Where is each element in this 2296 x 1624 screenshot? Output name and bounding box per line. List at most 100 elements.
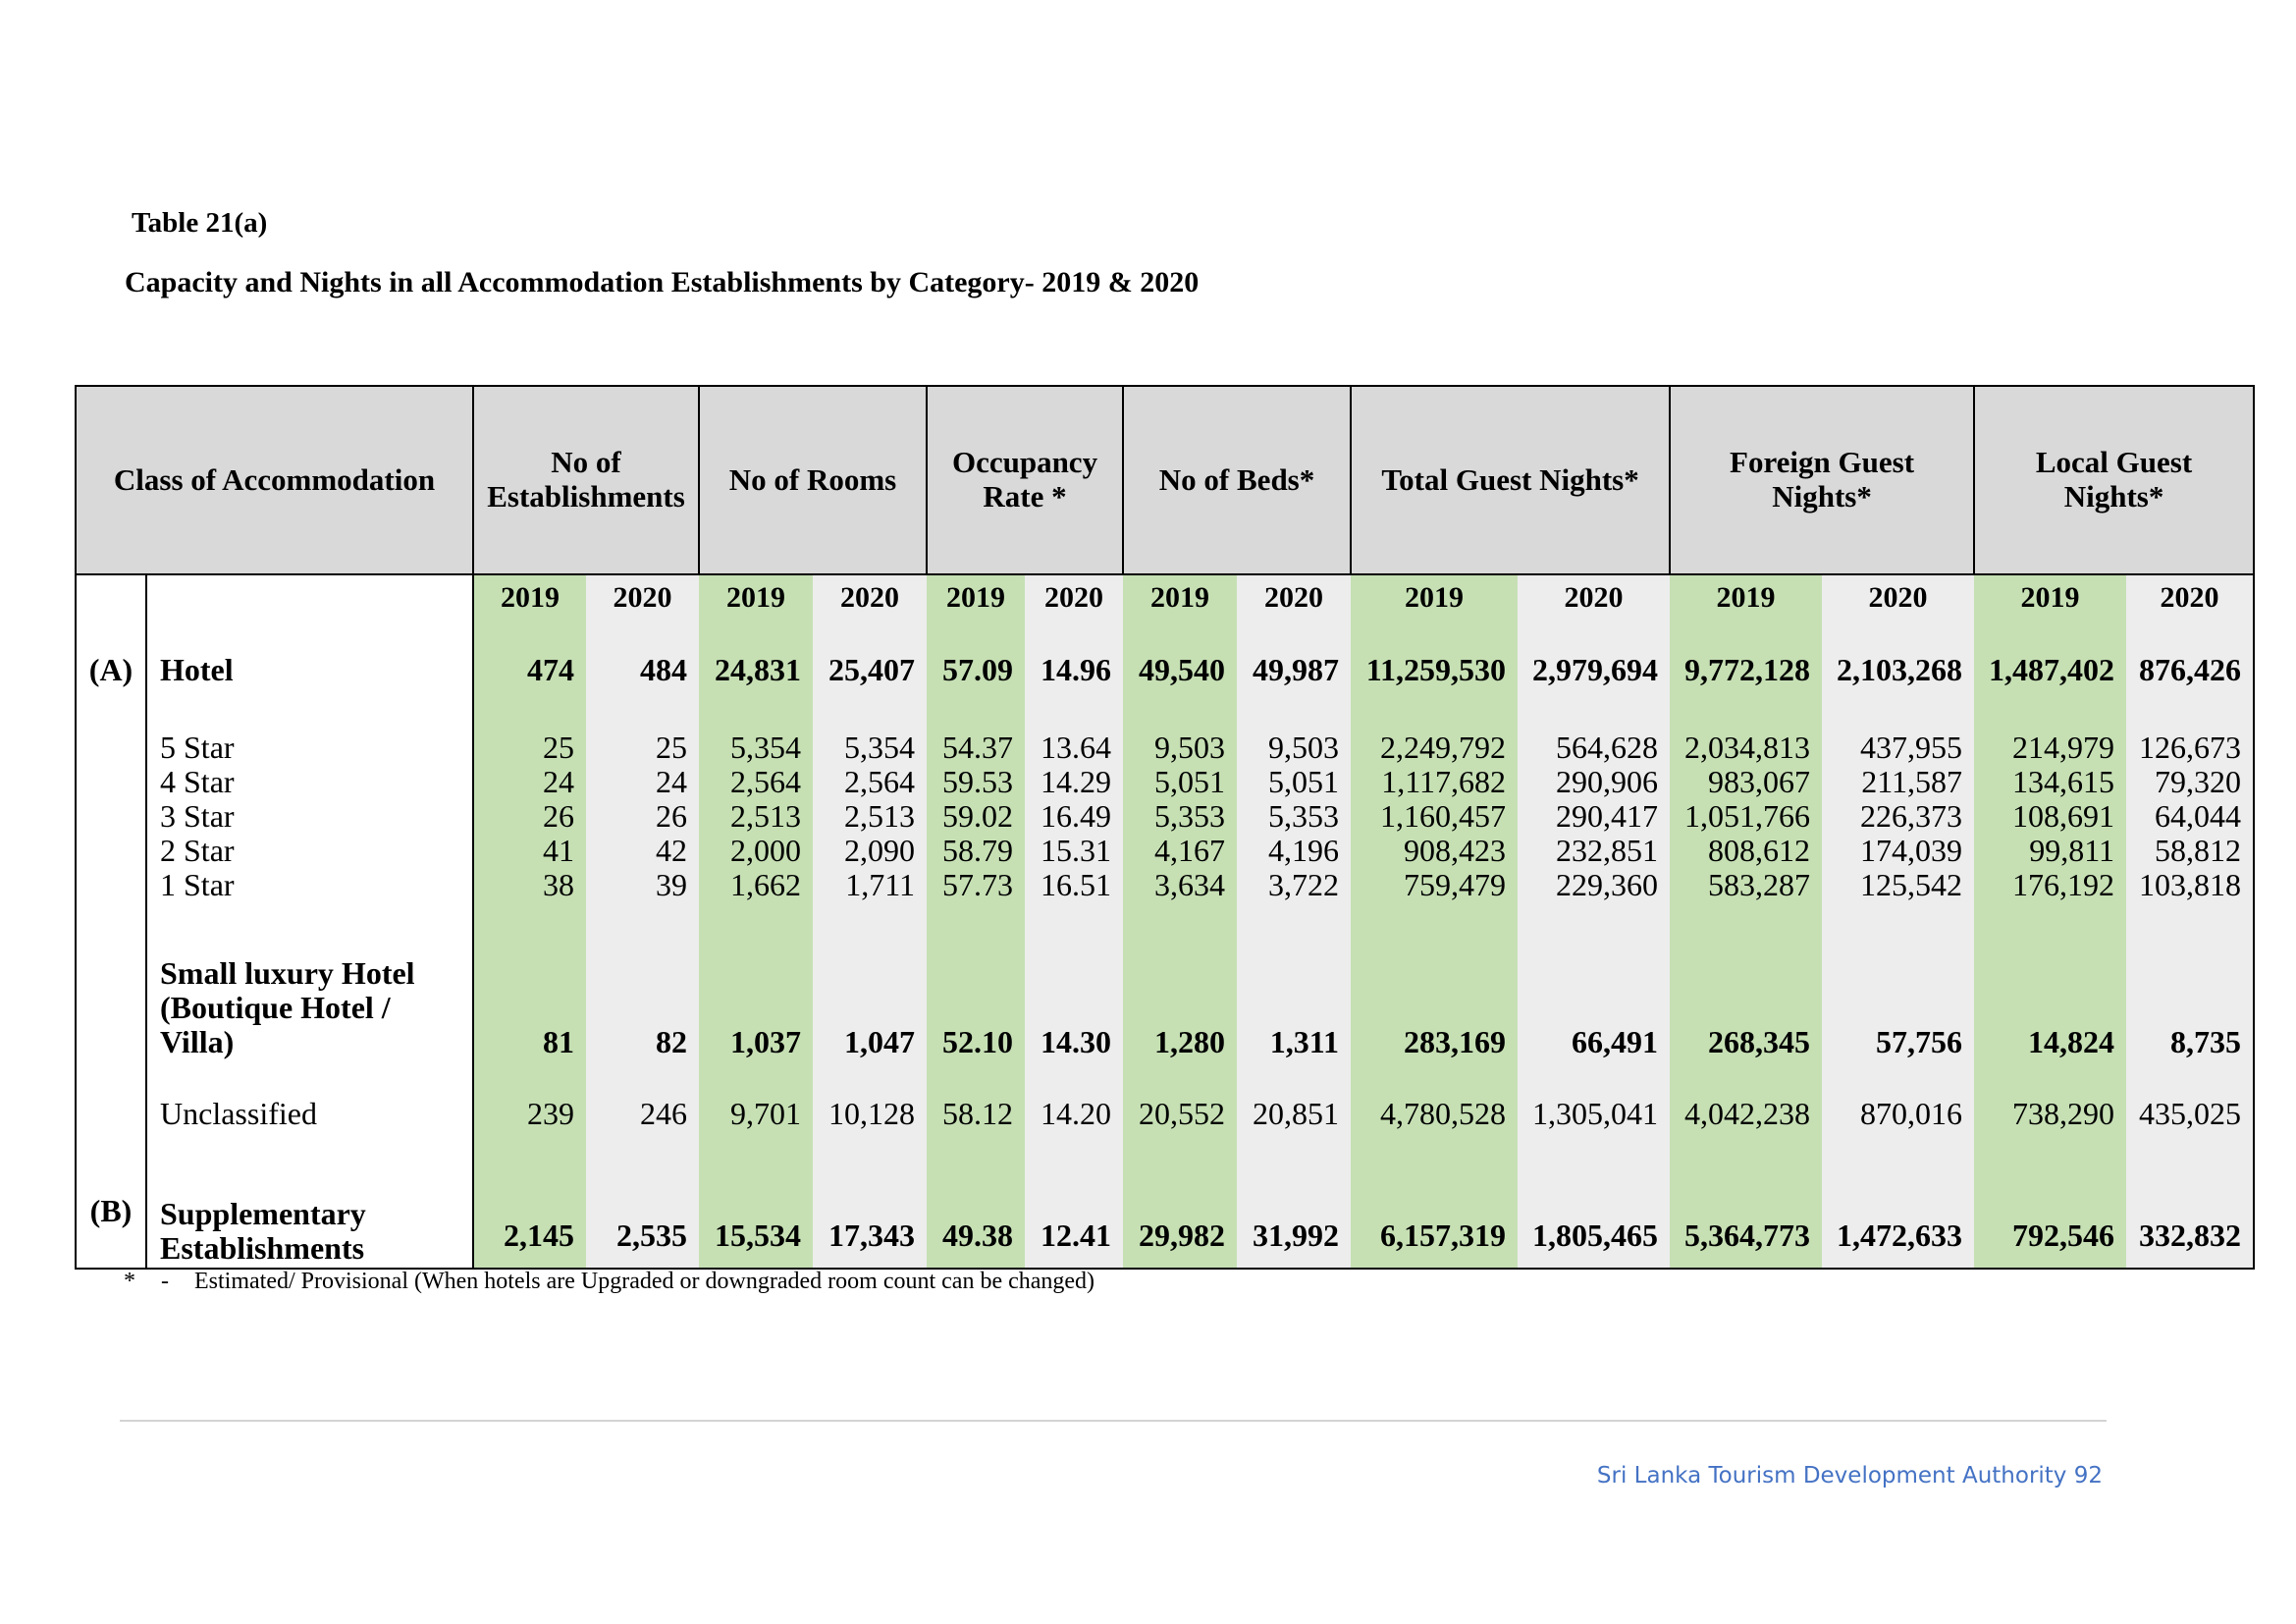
value-cell: 437,955 xyxy=(1822,731,1975,765)
table-title: Capacity and Nights in all Accommodation… xyxy=(125,266,1200,298)
value-cell: 108,691 xyxy=(1974,799,2127,834)
value-cell: 1,487,402 xyxy=(1974,630,2127,709)
value-cell: 81 xyxy=(472,902,586,1063)
spacer-cell xyxy=(1518,709,1671,731)
header-local-guest-nights: Local Guest Nights* xyxy=(1973,385,2256,575)
value-cell: 246 xyxy=(586,1063,700,1134)
footer-text: Sri Lanka Tourism Development Authority … xyxy=(1596,1463,2103,1489)
value-cell: 3,722 xyxy=(1237,868,1352,902)
value-cell: 15,534 xyxy=(699,1134,814,1269)
accommodation-table: Class of Accommodation No of Establishme… xyxy=(75,385,2256,1270)
row-small-luxury-hotel: Small luxury Hotel (Boutique Hotel / Villa… xyxy=(76,902,2255,1063)
year-header-cell: 2019 xyxy=(699,574,814,630)
row-category-name: Unclassified xyxy=(146,1063,473,1134)
value-cell: 49,540 xyxy=(1123,630,1238,709)
spacer-cell xyxy=(586,709,700,731)
value-cell: 2,564 xyxy=(813,765,928,799)
value-cell: 1,805,465 xyxy=(1518,1134,1671,1269)
value-cell: 14.29 xyxy=(1025,765,1124,799)
spacer-cell xyxy=(1670,709,1823,731)
value-cell: 1,662 xyxy=(699,868,814,902)
value-cell: 435,025 xyxy=(2126,1063,2255,1134)
row-letter xyxy=(76,1063,147,1134)
value-cell: 9,772,128 xyxy=(1670,630,1823,709)
value-cell: 5,353 xyxy=(1237,799,1352,834)
value-cell: 39 xyxy=(586,868,700,902)
header-class-of-accommodation: Class of Accommodation xyxy=(75,385,474,575)
row-letter xyxy=(76,902,147,1063)
table-number: Table 21(a) xyxy=(132,207,268,239)
header-establishments-line1: No of xyxy=(551,445,621,480)
value-cell: 332,832 xyxy=(2126,1134,2255,1269)
row-category-name: 2 Star xyxy=(146,834,473,868)
value-cell: 126,673 xyxy=(2126,731,2255,765)
row-letter: (B) xyxy=(76,1134,147,1269)
row-category-name: 3 Star xyxy=(146,799,473,834)
row-letter xyxy=(76,765,147,799)
value-cell: 57.73 xyxy=(927,868,1026,902)
category-name-line: 3 Star xyxy=(160,798,235,834)
value-cell: 79,320 xyxy=(2126,765,2255,799)
value-cell: 125,542 xyxy=(1822,868,1975,902)
year-header-cell: 2020 xyxy=(2126,574,2255,630)
value-cell: 26 xyxy=(472,799,586,834)
value-cell: 214,979 xyxy=(1974,731,2127,765)
footnote-text: Estimated/ Provisional (When hotels are … xyxy=(194,1269,1095,1294)
value-cell: 2,103,268 xyxy=(1822,630,1975,709)
category-name-line: Supplementary xyxy=(160,1196,366,1231)
value-cell: 583,287 xyxy=(1670,868,1823,902)
value-cell: 1,037 xyxy=(699,902,814,1063)
value-cell: 4,042,238 xyxy=(1670,1063,1823,1134)
value-cell: 1,311 xyxy=(1237,902,1352,1063)
value-cell: 17,343 xyxy=(813,1134,928,1269)
category-name-line: 2 Star xyxy=(160,833,235,868)
spacer-cell xyxy=(927,709,1026,731)
header-occupancy: Occupancy Rate * xyxy=(926,385,1125,575)
value-cell: 64,044 xyxy=(2126,799,2255,834)
spacer-cell xyxy=(1351,709,1519,731)
year-header-cell: 2019 xyxy=(1123,574,1238,630)
value-cell: 58,812 xyxy=(2126,834,2255,868)
value-cell: 66,491 xyxy=(1518,902,1671,1063)
category-name-line: Villa) xyxy=(160,1024,235,1059)
value-cell: 1,047 xyxy=(813,902,928,1063)
year-header-cell: 2020 xyxy=(1518,574,1671,630)
value-cell: 57.09 xyxy=(927,630,1026,709)
header-establishments: No of Establishments xyxy=(471,385,701,575)
value-cell: 2,564 xyxy=(699,765,814,799)
spacer-cell xyxy=(699,709,814,731)
value-cell: 14.96 xyxy=(1025,630,1124,709)
value-cell: 870,016 xyxy=(1822,1063,1975,1134)
category-name-line: 1 Star xyxy=(160,867,235,902)
row-letter xyxy=(76,834,147,868)
header-local-line1: Local Guest xyxy=(2035,445,2193,480)
name-column-cell xyxy=(146,574,473,630)
row-letter: (A) xyxy=(76,630,147,709)
value-cell: 2,513 xyxy=(813,799,928,834)
row-category-name: 4 Star xyxy=(146,765,473,799)
value-cell: 14,824 xyxy=(1974,902,2127,1063)
value-cell: 9,503 xyxy=(1237,731,1352,765)
value-cell: 14.20 xyxy=(1025,1063,1124,1134)
value-cell: 25 xyxy=(472,731,586,765)
value-cell: 57,756 xyxy=(1822,902,1975,1063)
footer-divider xyxy=(120,1420,2107,1422)
value-cell: 174,039 xyxy=(1822,834,1975,868)
spacer-row xyxy=(76,709,2255,731)
value-cell: 5,354 xyxy=(699,731,814,765)
value-cell: 10,128 xyxy=(813,1063,928,1134)
spacer-cell xyxy=(1974,709,2127,731)
value-cell: 59.53 xyxy=(927,765,1026,799)
value-cell: 1,160,457 xyxy=(1351,799,1519,834)
spacer-cell xyxy=(813,709,928,731)
footnote-dash: - xyxy=(161,1269,169,1294)
row-hotel: (A) Hotel 474 484 24,831 25,407 57.09 14.96 49,5… xyxy=(76,630,2255,709)
value-cell: 58.12 xyxy=(927,1063,1026,1134)
row-letter xyxy=(76,868,147,902)
header-local-line2: Nights* xyxy=(2063,479,2164,514)
value-cell: 16.49 xyxy=(1025,799,1124,834)
header-occupancy-line1: Occupancy xyxy=(951,445,1098,480)
letter-column-cell xyxy=(76,574,147,630)
spacer-cell xyxy=(1822,709,1975,731)
row-category-name: Small luxury Hotel (Boutique Hotel / Villa… xyxy=(146,902,473,1063)
